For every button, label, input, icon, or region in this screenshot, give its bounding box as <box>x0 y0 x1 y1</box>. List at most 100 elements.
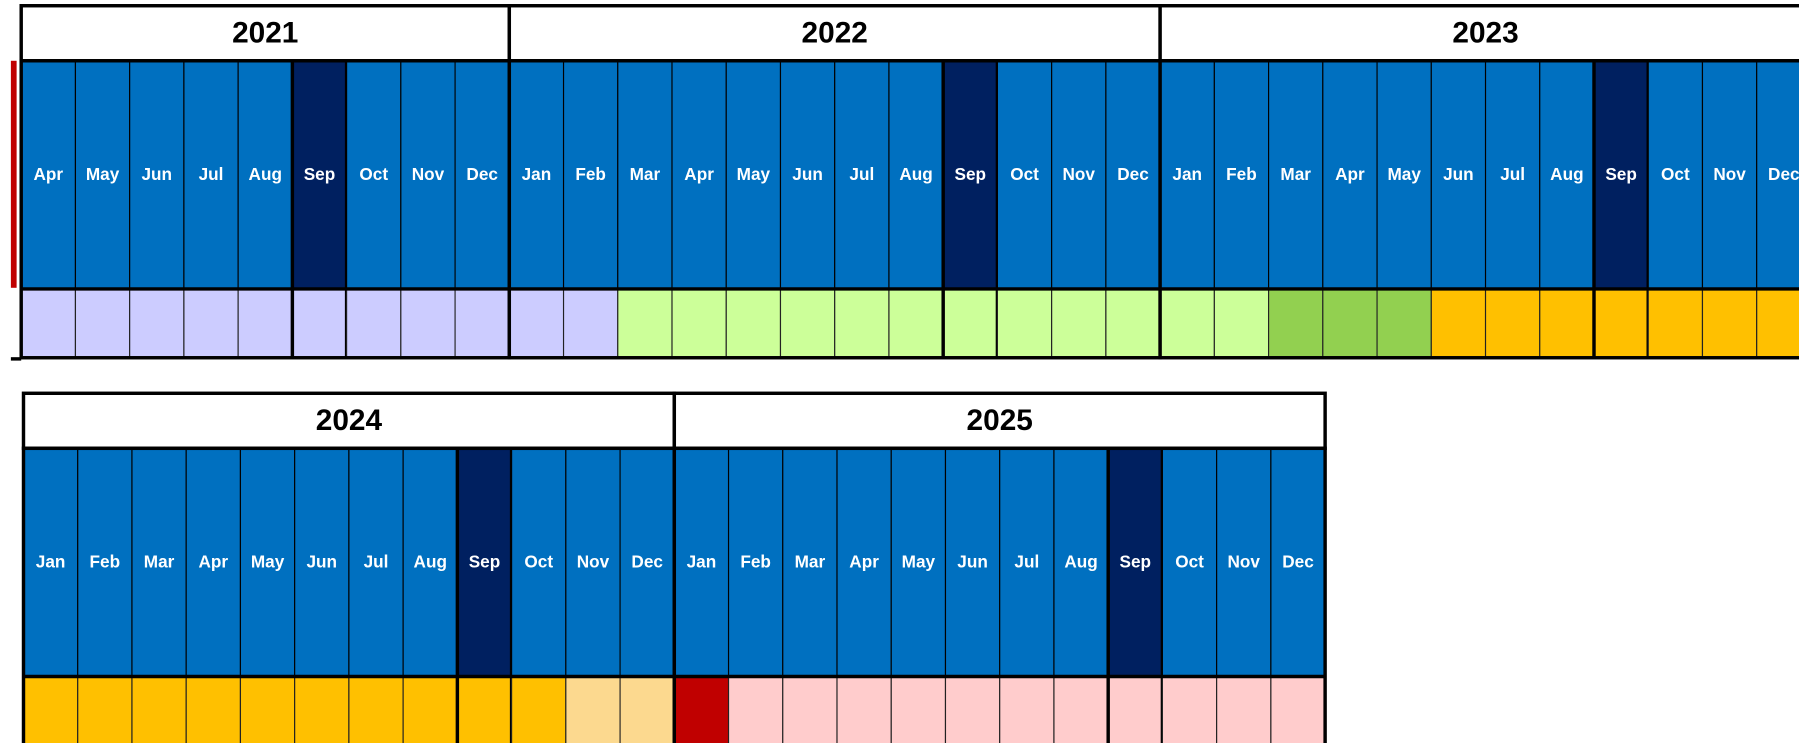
month-label: Oct <box>1010 164 1039 184</box>
month-band <box>1051 60 1107 290</box>
month-label: Jul <box>1014 552 1039 572</box>
year-label: 2025 <box>967 404 1033 437</box>
month-band <box>237 60 293 290</box>
month-label: May <box>251 552 285 572</box>
month-band <box>834 60 890 290</box>
month-band <box>779 60 836 290</box>
month-cell <box>294 675 350 743</box>
month-label: Aug <box>899 164 932 184</box>
month-label: Jul <box>364 552 389 572</box>
month-cell <box>131 675 187 743</box>
month-band <box>888 60 944 290</box>
month-label: May <box>86 164 120 184</box>
left-marker <box>10 60 17 288</box>
month-label: May <box>902 552 936 572</box>
month-cell <box>888 288 944 359</box>
month-cell <box>562 288 619 359</box>
month-band <box>890 447 947 678</box>
month-cell <box>834 288 890 359</box>
month-cell <box>1159 288 1215 359</box>
month-cell <box>617 288 673 359</box>
month-band <box>402 447 458 678</box>
month-cell <box>185 675 242 743</box>
month-label: Mar <box>795 552 826 572</box>
month-band <box>1270 447 1326 678</box>
month-band <box>999 447 1055 678</box>
month-label: Oct <box>524 552 553 572</box>
month-cell <box>727 675 784 743</box>
year-label: 2022 <box>802 16 868 49</box>
month-band <box>185 447 242 678</box>
month-cell <box>944 675 1001 743</box>
month-band <box>1107 447 1163 678</box>
month-cell <box>836 675 892 743</box>
month-cell <box>1105 288 1161 359</box>
month-band <box>727 447 784 678</box>
month-label: Feb <box>90 552 121 572</box>
month-label: Jan <box>1172 164 1202 184</box>
month-label: Jun <box>1443 164 1474 184</box>
month-label: Apr <box>849 552 879 572</box>
month-label: Feb <box>740 552 771 572</box>
month-band <box>1539 60 1595 290</box>
month-label: Feb <box>575 164 606 184</box>
month-label: Dec <box>1117 164 1149 184</box>
year-frame <box>1158 59 1799 360</box>
month-cell <box>942 288 998 359</box>
month-label: Jan <box>522 164 552 184</box>
year-label: 2023 <box>1452 16 1518 49</box>
month-cell <box>511 675 567 743</box>
month-cell <box>1051 288 1107 359</box>
month-cell <box>1430 288 1487 359</box>
month-band <box>1216 447 1272 678</box>
month-cell <box>456 675 513 743</box>
month-band <box>1213 60 1270 290</box>
month-cell <box>183 288 239 359</box>
month-cell <box>671 288 727 359</box>
year-header <box>507 4 1162 63</box>
month-label: Jul <box>1500 164 1525 184</box>
month-cell <box>400 288 456 359</box>
month-label: Dec <box>1282 552 1314 572</box>
month-band <box>131 447 187 678</box>
month-label: Nov <box>412 164 445 184</box>
month-cell <box>402 675 458 743</box>
month-band <box>619 447 675 678</box>
month-cell <box>1107 675 1163 743</box>
month-band <box>348 447 404 678</box>
month-label: Aug <box>1550 164 1583 184</box>
month-cell <box>237 288 293 359</box>
month-band <box>183 60 239 290</box>
month-label: Sep <box>304 164 336 184</box>
month-label: Oct <box>1661 164 1690 184</box>
month-label: Dec <box>1768 164 1799 184</box>
year-label: 2021 <box>232 16 298 49</box>
month-cell <box>725 288 782 359</box>
month-label: Oct <box>1175 552 1204 572</box>
year-frame <box>672 446 1327 743</box>
month-label: Jun <box>142 164 173 184</box>
month-band <box>1322 60 1378 290</box>
month-label: Jul <box>199 164 224 184</box>
month-cell <box>779 288 836 359</box>
month-label: Sep <box>1120 552 1152 572</box>
month-band <box>74 60 131 290</box>
month-cell <box>1756 288 1799 359</box>
month-label: Jul <box>849 164 874 184</box>
month-band <box>1161 447 1218 678</box>
month-band <box>454 60 510 290</box>
month-label: Dec <box>631 552 663 572</box>
month-label: Jan <box>36 552 66 572</box>
month-label: Apr <box>684 164 714 184</box>
year-header <box>672 391 1327 451</box>
month-cell <box>348 675 404 743</box>
month-cell <box>77 675 133 743</box>
month-label: Jun <box>957 552 988 572</box>
month-band <box>1053 447 1109 678</box>
month-label: Nov <box>1228 552 1261 572</box>
month-cell <box>346 288 402 359</box>
month-label: Nov <box>1713 164 1746 184</box>
month-label: Aug <box>1064 552 1097 572</box>
month-cell <box>129 288 185 359</box>
